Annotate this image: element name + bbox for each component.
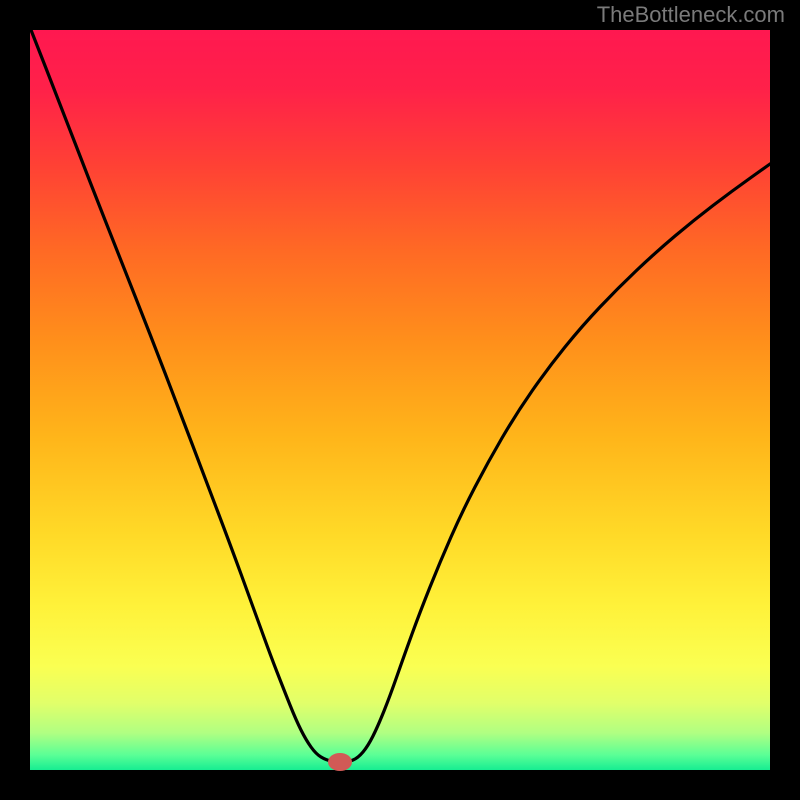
plot-area-gradient bbox=[30, 30, 770, 770]
minimum-marker bbox=[328, 753, 352, 771]
chart-container: TheBottleneck.com bbox=[0, 0, 800, 800]
watermark-text: TheBottleneck.com bbox=[597, 2, 785, 27]
bottleneck-chart: TheBottleneck.com bbox=[0, 0, 800, 800]
